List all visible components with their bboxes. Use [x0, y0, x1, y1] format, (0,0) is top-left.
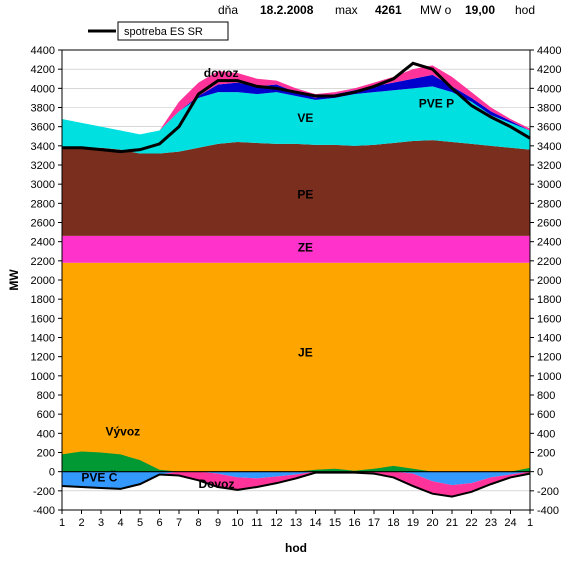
ytick-label: 2800 [31, 198, 55, 210]
hdr-date: 18.2.2008 [260, 3, 314, 17]
xtick-label: 14 [309, 517, 321, 529]
xtick-label: 22 [465, 517, 477, 529]
ytick-label-r: 2800 [537, 198, 561, 210]
hdr-max-label: max [335, 3, 358, 17]
xtick-label: 2 [78, 517, 84, 529]
ytick-label: 0 [49, 467, 55, 479]
xtick-label: 15 [329, 517, 341, 529]
ytick-label-r: 1200 [537, 352, 561, 364]
area-pe [62, 140, 530, 236]
xtick-label: 20 [426, 517, 438, 529]
ytick-label-r: 1400 [537, 333, 561, 345]
label-dovoz-bot: Dovoz [198, 477, 234, 491]
hdr-hod: hod [515, 3, 535, 17]
ytick-label-r: 0 [537, 467, 543, 479]
ytick-label: 1600 [31, 313, 55, 325]
label-vyvoz: Vývoz [105, 424, 140, 438]
label-pe: PE [297, 188, 313, 202]
ytick-label-r: 1800 [537, 294, 561, 306]
ytick-label: 4000 [31, 83, 55, 95]
ytick-label: 1000 [31, 371, 55, 383]
label-ze: ZE [298, 240, 313, 254]
ytick-label-r: -400 [537, 505, 559, 517]
ytick-label-r: 1000 [537, 371, 561, 383]
area-je [62, 263, 530, 472]
ytick-label: 4400 [31, 45, 55, 57]
xtick-label: 19 [407, 517, 419, 529]
ytick-label-r: 2600 [537, 218, 561, 230]
ytick-label: 2000 [31, 275, 55, 287]
ytick-label: 400 [37, 428, 55, 440]
ytick-label: -200 [33, 486, 55, 498]
ytick-label-r: 400 [537, 428, 555, 440]
ytick-label-r: 1600 [537, 313, 561, 325]
xtick-label: 17 [368, 517, 380, 529]
xtick-label: 12 [270, 517, 282, 529]
ytick-label: 800 [37, 390, 55, 402]
area-ze [62, 236, 530, 263]
hdr-dna: dňa [218, 3, 238, 17]
xtick-label: 13 [290, 517, 302, 529]
ytick-label-r: 600 [537, 409, 555, 421]
ytick-label-r: 3000 [537, 179, 561, 191]
xtick-label: 1 [59, 517, 65, 529]
ytick-label: 2600 [31, 218, 55, 230]
ytick-label-r: 2400 [537, 237, 561, 249]
label-dovoz-top: dovoz [204, 66, 239, 80]
legend-label: spotreba ES SR [124, 26, 203, 38]
hdr-max-value: 4261 [375, 3, 402, 17]
ytick-label: 2400 [31, 237, 55, 249]
label-ve: VE [297, 111, 313, 125]
xtick-label: 16 [348, 517, 360, 529]
ytick-label-r: 4200 [537, 64, 561, 76]
label-je: JE [298, 346, 313, 360]
xtick-label: 1 [527, 517, 533, 529]
ytick-label-r: 4000 [537, 83, 561, 95]
ytick-label-r: 2000 [537, 275, 561, 287]
xtick-label: 3 [98, 517, 104, 529]
ytick-label: 200 [37, 448, 55, 460]
label-pvec: PVE Č [81, 469, 117, 484]
xtick-label: 10 [231, 517, 243, 529]
ytick-label-r: 3800 [537, 103, 561, 115]
ytick-label-r: 3400 [537, 141, 561, 153]
xtick-label: 23 [485, 517, 497, 529]
xtick-label: 18 [387, 517, 399, 529]
ytick-label-r: 200 [537, 448, 555, 460]
x-axis-label: hod [285, 541, 307, 555]
xtick-label: 24 [504, 517, 516, 529]
xtick-label: 6 [156, 517, 162, 529]
ytick-label-r: 3200 [537, 160, 561, 172]
ytick-label-r: 4400 [537, 45, 561, 57]
ytick-label: 600 [37, 409, 55, 421]
xtick-label: 7 [176, 517, 182, 529]
ytick-label-r: 800 [537, 390, 555, 402]
ytick-label: 3000 [31, 179, 55, 191]
xtick-label: 4 [117, 517, 123, 529]
ytick-label: -400 [33, 505, 55, 517]
xtick-label: 8 [195, 517, 201, 529]
ytick-label-r: -200 [537, 486, 559, 498]
hdr-mw: MW o [420, 3, 452, 17]
xtick-label: 5 [137, 517, 143, 529]
ytick-label-r: 3600 [537, 122, 561, 134]
xtick-label: 11 [251, 517, 262, 529]
ytick-label-r: 2200 [537, 256, 561, 268]
xtick-label: 21 [446, 517, 458, 529]
ytick-label: 3800 [31, 103, 55, 115]
ytick-label: 4200 [31, 64, 55, 76]
hdr-time: 19,00 [465, 3, 495, 17]
ytick-label: 3200 [31, 160, 55, 172]
ytick-label: 1800 [31, 294, 55, 306]
y-axis-label: MW [7, 269, 21, 291]
ytick-label: 1200 [31, 352, 55, 364]
ytick-label: 3400 [31, 141, 55, 153]
ytick-label: 2200 [31, 256, 55, 268]
ytick-label: 1400 [31, 333, 55, 345]
xtick-label: 9 [215, 517, 221, 529]
ytick-label: 3600 [31, 122, 55, 134]
label-pvep: PVE P [419, 97, 454, 111]
